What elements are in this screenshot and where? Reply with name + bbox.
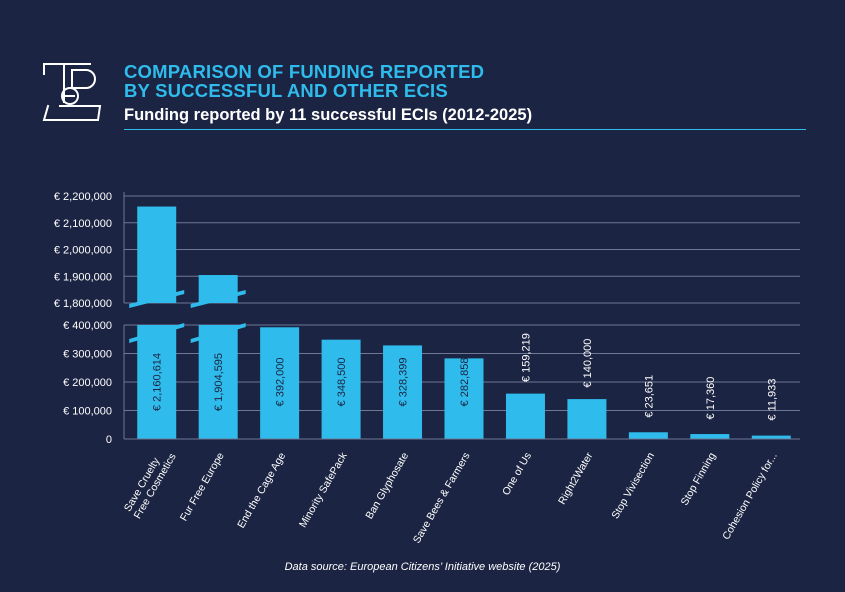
x-tick-label: Fur Free Europe — [178, 450, 227, 523]
bar-upper-segment — [137, 206, 177, 303]
axis-break-mark — [190, 323, 246, 343]
bar-data-label: € 348,500 — [336, 358, 348, 407]
y-tick-label: € 1,800,000 — [54, 298, 112, 310]
bar-data-label: € 1,904,595 — [213, 353, 225, 411]
bar — [751, 435, 791, 439]
bar — [628, 432, 668, 439]
x-tick-label: Minority SafePack — [297, 450, 350, 530]
axis-break-mark — [129, 290, 185, 308]
bar-data-label: € 2,160,614 — [152, 353, 164, 411]
x-tick-label: Stop Finning — [679, 450, 719, 507]
x-tick-label: Cohesion Policy for... — [720, 451, 780, 542]
x-tick-label: End the Cage Age — [235, 450, 288, 530]
bar — [505, 393, 545, 439]
x-tick-label: Save CrueltyFree Cosmetics — [121, 445, 179, 521]
bar-data-label: € 159,219 — [520, 333, 532, 382]
chart-subtitle: Funding reported by 11 successful ECIs (… — [124, 106, 533, 124]
bar — [137, 325, 177, 439]
bar-data-label: € 11,933 — [766, 379, 778, 421]
y-tick-label: 0 — [106, 434, 112, 446]
y-tick-label: € 1,900,000 — [54, 271, 112, 283]
bar — [383, 345, 423, 439]
bar-data-label: € 17,360 — [705, 377, 717, 420]
title-divider — [124, 129, 806, 130]
axis-break-mark — [190, 290, 246, 308]
x-tick-label: One of Us — [500, 451, 534, 498]
y-tick-label: € 2,000,000 — [54, 245, 112, 257]
bar — [321, 339, 361, 439]
bar-data-label: € 328,399 — [398, 358, 410, 407]
x-tick-label: Save Bees & Farmers — [411, 451, 473, 546]
bar-data-label: € 392,000 — [275, 358, 287, 407]
bar — [260, 327, 300, 439]
bar — [690, 434, 730, 439]
bar — [567, 399, 607, 439]
data-source-note: Data source: European Citizens’ Initiati… — [284, 561, 561, 573]
y-tick-label: € 300,000 — [63, 349, 112, 361]
bar-data-label: € 282,858 — [459, 358, 471, 407]
eci-logo-icon — [42, 63, 102, 121]
chart-title-line-1: COMPARISON OF FUNDING REPORTED — [124, 61, 485, 82]
bar-data-label: € 140,000 — [582, 339, 594, 388]
y-tick-label: € 400,000 — [63, 320, 112, 332]
x-tick-label: Right2Water — [556, 450, 596, 507]
chart-title-line-2: BY SUCCESSFUL AND OTHER ECIS — [124, 80, 448, 101]
y-tick-label: € 100,000 — [63, 406, 112, 418]
x-tick-label: Ban Glyphosate — [363, 450, 411, 521]
axis-break-mark — [129, 323, 185, 343]
y-tick-label: € 200,000 — [63, 377, 112, 389]
bar — [444, 358, 484, 439]
y-tick-label: € 2,200,000 — [54, 191, 112, 203]
y-tick-label: € 2,100,000 — [54, 218, 112, 230]
bar-data-label: € 23,651 — [643, 375, 655, 418]
bar — [198, 325, 238, 439]
x-tick-label: Stop Vivisection — [609, 450, 657, 521]
